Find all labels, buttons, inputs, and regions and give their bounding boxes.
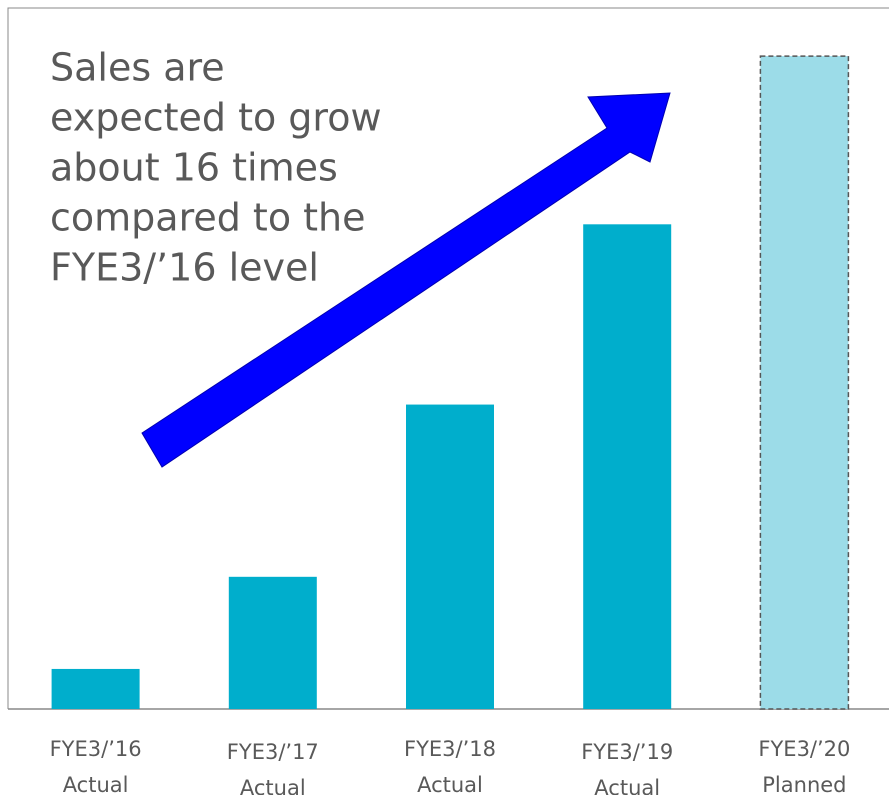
x-tick-label: FYE3/’19 xyxy=(581,740,673,764)
growth-arrow xyxy=(141,92,671,468)
bar xyxy=(228,576,317,709)
bar xyxy=(51,668,140,709)
annotation: compared to the xyxy=(50,196,366,240)
bar xyxy=(759,55,850,710)
annotation: expected to grow xyxy=(50,96,382,140)
x-tick-label: FYE3/’18 xyxy=(404,737,496,761)
annotation: about 16 times xyxy=(50,146,338,190)
x-tick-label: FYE3/’20 xyxy=(758,737,850,761)
bar xyxy=(583,224,672,709)
annotation: Sales are xyxy=(50,46,225,90)
x-tick-label: Actual xyxy=(417,773,483,795)
x-tick-label: Actual xyxy=(594,776,660,795)
bar xyxy=(406,404,494,709)
x-tick-label: FYE3/’16 xyxy=(50,737,142,761)
x-tick-label: FYE3/’17 xyxy=(227,740,319,764)
x-tick-label: Actual xyxy=(240,776,306,795)
x-tick-label: Planned xyxy=(762,773,846,795)
annotation: FYE3/’16 level xyxy=(50,246,319,290)
x-tick-label: Actual xyxy=(63,773,129,795)
frame xyxy=(7,7,889,709)
